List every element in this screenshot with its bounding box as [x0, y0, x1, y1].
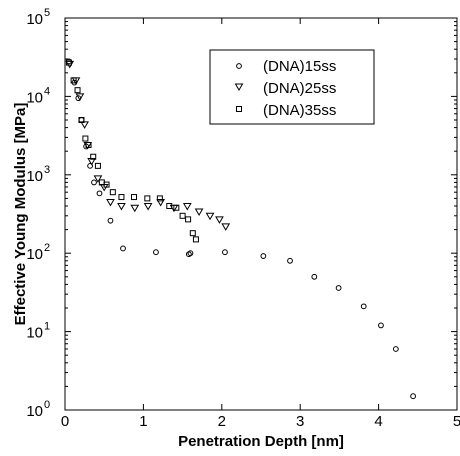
data-point-series-1 — [87, 157, 97, 166]
data-point-series-0 — [260, 253, 267, 259]
data-point-series-1 — [80, 121, 89, 129]
data-point-series-2 — [192, 236, 199, 243]
data-point-series-1 — [130, 204, 140, 213]
x-tick-label: 2 — [218, 413, 226, 430]
data-point-series-1 — [221, 223, 231, 231]
data-point-series-0 — [287, 257, 293, 264]
data-point-series-1 — [65, 60, 75, 69]
data-point-series-2 — [85, 141, 92, 148]
y-tick-label: 10 — [26, 325, 43, 342]
plot-area-frame — [64, 17, 458, 411]
data-point-series-2 — [103, 181, 110, 188]
data-point-series-0 — [187, 250, 194, 257]
y-tick-label: 10 — [26, 246, 43, 263]
data-point-series-1 — [182, 202, 192, 211]
legend-marker-35ss — [236, 106, 242, 112]
data-point-series-0 — [360, 303, 367, 310]
data-point-series-0 — [311, 273, 318, 280]
data-point-series-2 — [74, 87, 81, 94]
data-point-series-1 — [93, 175, 103, 183]
x-axis-ticks: 0 1 2 3 4 5 — [61, 18, 460, 430]
data-point-series-0 — [378, 322, 384, 329]
x-tick-label: 5 — [453, 413, 460, 430]
y-tick-exponent: 0 — [44, 399, 50, 411]
x-axis-title: Penetration Depth [nm] — [178, 433, 344, 450]
data-point-series-1 — [117, 202, 126, 211]
data-point-series-0 — [107, 217, 114, 224]
data-point-series-2 — [166, 202, 173, 209]
legend-label-25ss: (DNA)25ss — [263, 80, 336, 97]
data-point-series-1 — [143, 202, 153, 211]
y-tick-label: 10 — [26, 168, 43, 185]
data-point-series-2 — [185, 216, 192, 223]
data-point-series-2 — [70, 77, 77, 84]
data-point-series-2 — [94, 162, 101, 169]
legend-label-15ss: (DNA)15ss — [263, 58, 336, 75]
data-point-series-0 — [222, 249, 228, 256]
y-tick-label: 10 — [26, 11, 43, 28]
y-tick-exponent: 5 — [44, 7, 50, 19]
data-point-series-0 — [91, 179, 97, 186]
data-point-series-2 — [173, 204, 180, 211]
data-point-series-0 — [96, 190, 103, 197]
data-point-series-1 — [194, 208, 204, 217]
data-point-series-2 — [118, 194, 125, 201]
y-tick-exponent: 1 — [44, 321, 50, 333]
data-point-series-2 — [65, 59, 72, 66]
data-point-series-2 — [179, 212, 186, 219]
y-tick-exponent: 3 — [44, 164, 50, 176]
data-point-series-1 — [215, 216, 224, 224]
data-point-series-1 — [75, 93, 85, 101]
legend: (DNA)15ss (DNA)25ss (DNA)35ss — [209, 49, 375, 125]
data-point-series-2 — [189, 230, 196, 237]
y-tick-exponent: 4 — [44, 85, 50, 97]
y-axis-title: Effective Young Modulus [MPa] — [12, 103, 29, 326]
x-tick-label: 1 — [139, 413, 147, 430]
y-tick-label: 10 — [26, 89, 43, 106]
data-point-series-2 — [130, 194, 137, 201]
data-point-series-2 — [144, 195, 151, 202]
legend-label-35ss: (DNA)35ss — [263, 102, 336, 119]
data-point-series-1 — [156, 198, 166, 207]
legend-marker-15ss — [236, 63, 242, 69]
data-point-series-2 — [90, 153, 97, 160]
y-tick-exponent: 2 — [44, 242, 50, 254]
x-tick-label: 4 — [374, 413, 382, 430]
x-tick-label: 3 — [296, 413, 304, 430]
data-point-series-0 — [410, 393, 416, 400]
data-points — [65, 58, 416, 400]
data-point-series-2 — [109, 189, 116, 196]
data-point-series-0 — [392, 346, 399, 352]
x-tick-label: 0 — [61, 413, 69, 430]
data-point-series-0 — [120, 245, 126, 252]
data-point-series-1 — [205, 212, 215, 221]
data-point-series-0 — [153, 249, 159, 256]
data-point-series-2 — [78, 117, 85, 124]
data-point-series-1 — [106, 198, 115, 207]
data-point-series-2 — [82, 135, 89, 142]
data-point-series-2 — [156, 195, 163, 202]
legend-marker-25ss — [234, 83, 244, 91]
y-tick-label: 10 — [26, 403, 43, 420]
data-point-series-0 — [87, 162, 93, 169]
data-point-series-0 — [335, 285, 342, 291]
